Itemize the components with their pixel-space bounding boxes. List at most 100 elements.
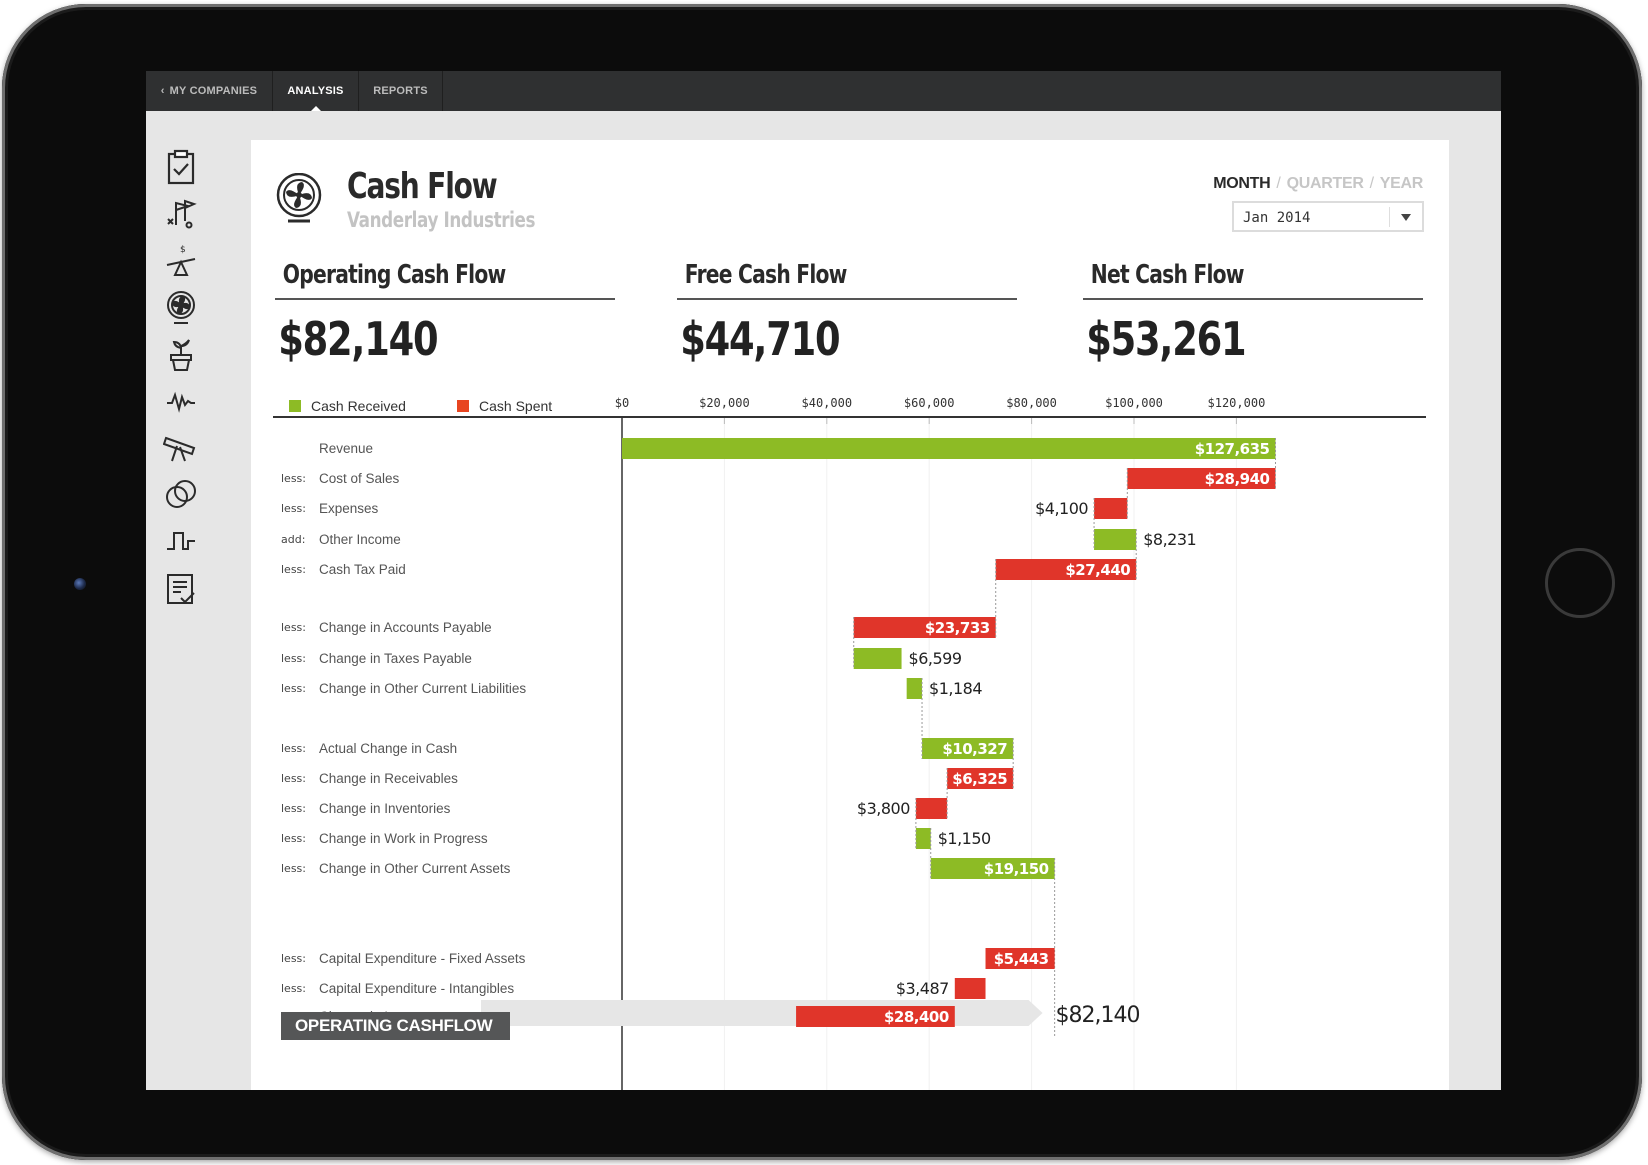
- bar-value-label: $6,599: [909, 649, 962, 668]
- row-prefix: less:: [281, 772, 306, 785]
- bar-value-label: $4,100: [1035, 499, 1088, 518]
- operating-cashflow-arrow: [481, 1000, 1043, 1026]
- row-prefix: less:: [281, 621, 306, 634]
- row-label: Cost of Sales: [319, 471, 400, 486]
- bar-spent: [995, 559, 1137, 580]
- tab-reports-label: REPORTS: [373, 85, 428, 97]
- row-label: Change in Other Current Assets: [319, 861, 511, 876]
- balance-scale-icon[interactable]: $: [163, 243, 199, 279]
- metric-divider: [275, 298, 615, 300]
- row-prefix: less:: [281, 982, 306, 995]
- row-label: Actual Change in Cash: [319, 741, 457, 756]
- legend-label: Cash Received: [311, 398, 406, 414]
- fan-icon[interactable]: [163, 289, 199, 325]
- page-title: Cash Flow: [347, 166, 498, 207]
- report-checklist-icon[interactable]: [163, 571, 199, 607]
- period-month[interactable]: MONTH: [1213, 175, 1271, 192]
- x-tick-label: $100,000: [1105, 396, 1163, 410]
- bar-received: [922, 738, 1014, 759]
- bar-value-label: $1,184: [929, 679, 982, 698]
- metric-label: Net Cash Flow: [1090, 260, 1245, 290]
- row-prefix: less:: [281, 742, 306, 755]
- period-year[interactable]: YEAR: [1379, 175, 1424, 192]
- row-prefix: less:: [281, 682, 306, 695]
- plant-pot-icon[interactable]: [163, 337, 199, 373]
- bar-value-label: $127,635: [1195, 440, 1270, 458]
- overlap-circles-icon[interactable]: [163, 477, 199, 513]
- bar-spent: [1127, 468, 1276, 489]
- row-prefix: add:: [281, 533, 305, 546]
- top-nav: ‹ MY COMPANIES ANALYSIS REPORTS: [146, 71, 1501, 111]
- row-prefix: less:: [281, 502, 306, 515]
- date-dropdown[interactable]: Jan 2014: [1232, 201, 1424, 232]
- bar-value-label: $1,150: [938, 829, 991, 848]
- legend-swatch-received: [289, 400, 301, 412]
- legend-cash-spent: Cash Spent: [457, 398, 552, 414]
- row-label: Change in Other Current Liabilities: [319, 681, 526, 696]
- app-screen: ‹ MY COMPANIES ANALYSIS REPORTS $: [146, 71, 1501, 1090]
- row-label: Change in Accounts Payable: [319, 620, 492, 635]
- period-selector: MONTH / QUARTER / YEAR: [1213, 175, 1423, 193]
- bar-spent: [915, 798, 948, 819]
- tab-my-companies-label: MY COMPANIES: [169, 85, 258, 97]
- row-prefix: less:: [281, 832, 306, 845]
- chevron-left-icon: ‹: [160, 85, 165, 97]
- date-dropdown-value: Jan 2014: [1243, 210, 1311, 226]
- metric-label: Operating Cash Flow: [282, 260, 506, 290]
- bar-value-label: $10,327: [942, 740, 1007, 758]
- svg-text:$: $: [180, 245, 186, 255]
- row-prefix: less:: [281, 563, 306, 576]
- home-button[interactable]: [1545, 548, 1615, 618]
- row-prefix: less:: [281, 652, 306, 665]
- waterfall-chart: $0 $20,000 $40,000 $60,000 $80,000 $100,000 $1…: [273, 396, 1426, 1090]
- square-wave-icon[interactable]: [163, 523, 199, 559]
- row-label: Cash Tax Paid: [319, 562, 406, 577]
- bar-value-label: $6,325: [952, 770, 1007, 788]
- row-label: Revenue: [319, 441, 373, 456]
- strategy-flags-icon[interactable]: [163, 195, 199, 231]
- metric-free-cash-flow: Free Cash Flow $44,710: [677, 260, 1017, 366]
- metric-value: $82,140: [278, 312, 438, 366]
- metric-value: $44,710: [680, 312, 840, 366]
- row-label: Capital Expenditure - Fixed Assets: [319, 951, 526, 966]
- bar-spent: [985, 948, 1055, 969]
- bar-spent: [853, 617, 996, 638]
- row-label: Change in Work in Progress: [319, 831, 488, 846]
- bar-value-label: $3,487: [896, 979, 949, 998]
- metric-divider: [677, 298, 1017, 300]
- pulse-wave-icon[interactable]: [163, 383, 199, 419]
- row-prefix: less:: [281, 802, 306, 815]
- row-label: Other Income: [319, 532, 401, 547]
- x-tick-label: $80,000: [1006, 396, 1057, 410]
- x-tick-label: $40,000: [802, 396, 853, 410]
- bar-value-label: $3,800: [857, 799, 910, 818]
- bar-received: [1094, 529, 1137, 550]
- clipboard-check-icon[interactable]: [163, 149, 199, 185]
- metric-label: Free Cash Flow: [684, 260, 848, 290]
- metric-net-cash-flow: Net Cash Flow $53,261: [1083, 260, 1423, 366]
- legend-swatch-spent: [457, 400, 469, 412]
- legend-cash-received: Cash Received: [289, 398, 406, 414]
- period-quarter[interactable]: QUARTER: [1286, 175, 1364, 192]
- metric-divider: [1083, 298, 1423, 300]
- bar-received: [853, 648, 902, 669]
- cash-flow-panel: Cash Flow Vanderlay Industries MONTH / QUA…: [251, 140, 1449, 1090]
- row-prefix: less:: [281, 862, 306, 875]
- row-prefix: less:: [281, 952, 306, 965]
- tab-analysis[interactable]: ANALYSIS: [273, 71, 359, 111]
- bar-value-label: $27,440: [1065, 561, 1130, 579]
- tab-my-companies[interactable]: ‹ MY COMPANIES: [146, 71, 273, 111]
- x-tick-label: $0: [615, 396, 629, 410]
- bar-value-label: $28,940: [1205, 470, 1270, 488]
- x-tick-label: $60,000: [904, 396, 955, 410]
- bar-spent: [947, 768, 1014, 789]
- bar-received: [622, 438, 1276, 459]
- bar-value-label: $5,443: [994, 950, 1049, 968]
- telescope-icon[interactable]: [163, 429, 199, 465]
- chevron-down-icon[interactable]: [1401, 214, 1411, 221]
- bar-spent: [796, 1006, 955, 1027]
- metric-operating-cash-flow: Operating Cash Flow $82,140: [275, 260, 615, 366]
- camera-icon: [74, 578, 86, 590]
- tab-reports[interactable]: REPORTS: [359, 71, 443, 111]
- row-label: Expenses: [319, 501, 379, 516]
